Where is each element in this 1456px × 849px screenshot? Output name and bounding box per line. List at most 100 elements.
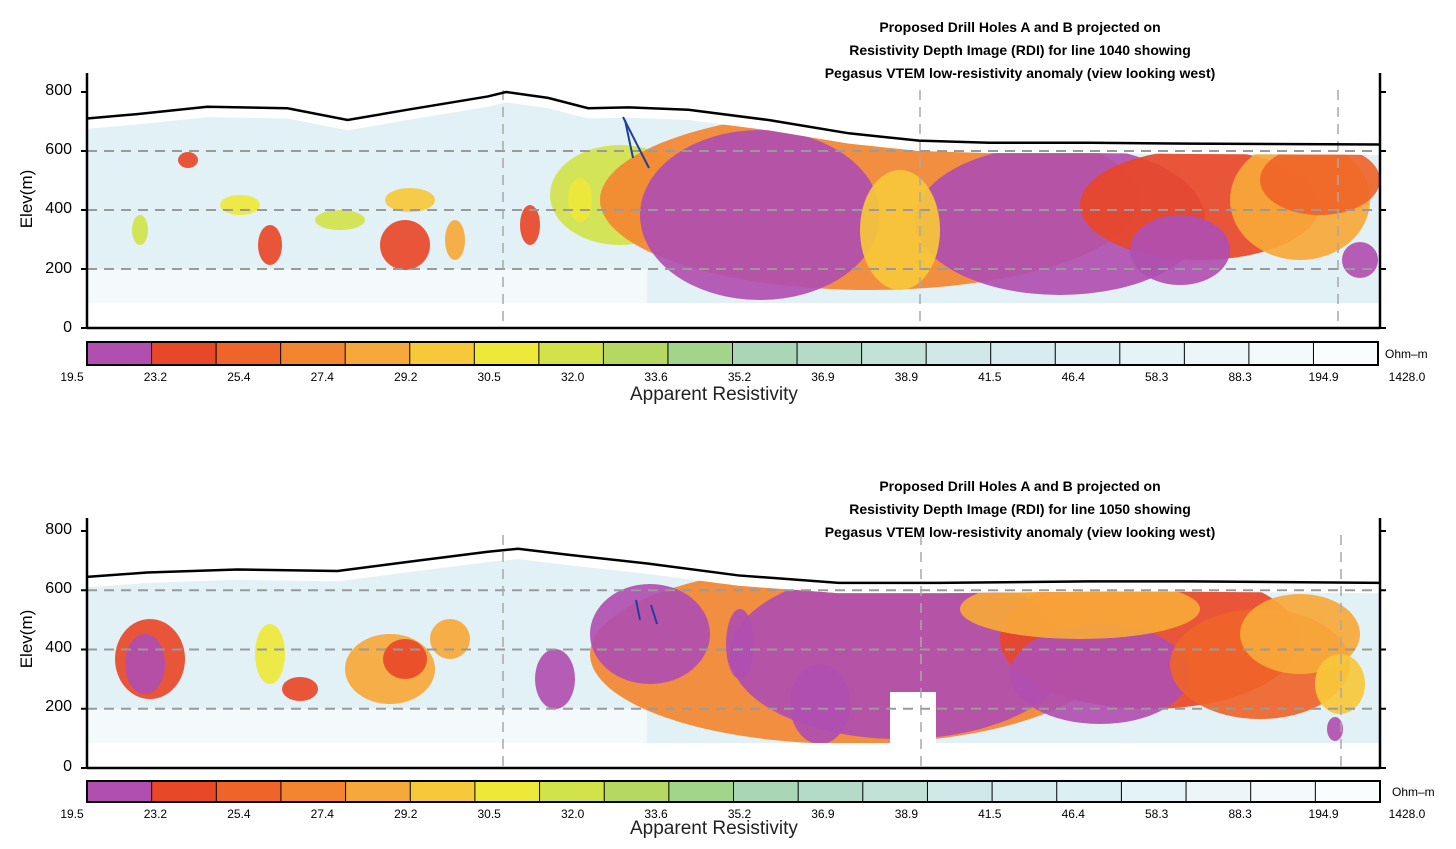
- resistivity-anomaly-3: [640, 130, 880, 300]
- colorbar-unit: Ohm–m: [1392, 785, 1435, 799]
- colorbar-tick-label: 25.4: [227, 807, 251, 821]
- colorbar-tick-label: 35.2: [727, 370, 752, 384]
- resistivity-anomaly-7: [1240, 594, 1360, 674]
- resistivity-anomaly-14: [383, 639, 427, 679]
- colorbar-tick-label: 29.2: [394, 807, 418, 821]
- colorbar-swatch-18: [1184, 342, 1250, 365]
- colorbar-tick-label: 194.9: [1308, 370, 1339, 384]
- colorbar-tick-label: 1428.0: [1388, 370, 1426, 384]
- colorbar-tick-label: 25.4: [227, 370, 251, 384]
- colorbar-unit: Ohm–m: [1385, 347, 1428, 361]
- drill-hole-a: [622, 116, 650, 169]
- y-tick-800: 800: [45, 82, 72, 99]
- y-tick-200: 200: [45, 260, 72, 277]
- y-tick-600: 600: [45, 141, 72, 158]
- resistivity-anomaly-8: [1315, 654, 1365, 714]
- colorbar-tick-label: 29.2: [394, 370, 418, 384]
- resistivity-anomaly-9: [960, 579, 1200, 639]
- resistivity-anomaly-13: [385, 188, 435, 212]
- resistivity-anomaly-15: [535, 649, 575, 709]
- colorbar-swatch-7: [474, 781, 541, 802]
- resistivity-anomaly-5: [860, 170, 940, 290]
- colorbar-swatch-5: [345, 781, 411, 802]
- section-shallow-lowsignal: [87, 708, 647, 743]
- colorbar-swatch-11: [732, 342, 798, 365]
- colorbar-tick-label: 38.9: [894, 807, 919, 821]
- topography-line: [86, 547, 1381, 585]
- title-line-1: Proposed Drill Holes A and B projected o…: [879, 478, 1161, 494]
- colorbar-swatch-10: [668, 781, 734, 802]
- colorbar-swatch-2: [151, 342, 217, 365]
- resistivity-anomaly-20: [430, 619, 470, 659]
- colorbar-tick-label: 41.5: [978, 807, 1002, 821]
- colorbar-swatch-3: [216, 781, 282, 802]
- resistivity-anomaly-9: [1342, 242, 1378, 278]
- drill-hole-b: [624, 119, 634, 159]
- colorbar-swatch-8: [538, 342, 604, 365]
- colorbar-title: Apparent Resistivity: [630, 818, 798, 839]
- resistivity-anomaly-8: [1260, 145, 1380, 215]
- resistivity-anomaly-16: [726, 609, 754, 679]
- colorbar-swatch-4: [280, 342, 346, 365]
- resistivity-anomaly-19: [315, 210, 365, 230]
- title-line-3: Pegasus VTEM low-resistivity anomaly (vi…: [824, 65, 1216, 81]
- colorbar-tick-label: 27.4: [310, 370, 334, 384]
- colorbar-swatch-16: [1055, 342, 1121, 365]
- title-line-1: Proposed Drill Holes A and B projected o…: [879, 19, 1161, 35]
- y-tick-600: 600: [45, 580, 72, 597]
- colorbar-swatch-7: [474, 342, 540, 365]
- plot-svg: [81, 518, 1386, 803]
- colorbar-swatch-14: [927, 781, 993, 802]
- colorbar-tick-label: 32.0: [560, 807, 585, 821]
- colorbar-swatch-18: [1186, 781, 1252, 802]
- drill-hole-b: [650, 604, 658, 625]
- colorbar-tick-label: 88.3: [1228, 807, 1252, 821]
- colorbar-swatch-1: [87, 342, 153, 365]
- resistivity-section: [87, 102, 1380, 303]
- colorbar-swatch-6: [409, 342, 475, 365]
- resistivity-anomaly-14: [220, 195, 260, 215]
- colorbar-tick-label: 58.3: [1145, 370, 1169, 384]
- colorbar-tick-label: 41.5: [978, 370, 1002, 384]
- colorbar-frame: [86, 341, 1379, 366]
- colorbar-tick-label: 27.4: [310, 807, 334, 821]
- colorbar-tick-label: 36.9: [811, 807, 835, 821]
- title-line-2: Resistivity Depth Image (RDI) for line 1…: [849, 501, 1191, 517]
- resistivity-anomaly-11: [258, 225, 282, 265]
- y-tick-400: 400: [45, 639, 72, 656]
- colorbar-swatch-11: [733, 781, 799, 802]
- colorbar-swatch-17: [1119, 342, 1185, 365]
- colorbar-swatch-13: [862, 781, 928, 802]
- colorbar-swatch-5: [345, 342, 411, 365]
- y-axis-label: Elev(m): [17, 169, 36, 229]
- colorbar-tick-label: 38.9: [894, 370, 919, 384]
- colorbar-swatch-10: [667, 342, 733, 365]
- colorbar-swatch-2: [151, 781, 217, 802]
- topography-line: [86, 90, 1381, 146]
- colorbar-tick-label: 35.2: [727, 807, 752, 821]
- section-shallow-lowsignal: [87, 269, 647, 303]
- colorbar-swatch-15: [992, 781, 1058, 802]
- y-tick-0: 0: [63, 319, 72, 336]
- resistivity-anomaly-12: [282, 677, 318, 701]
- title-line-2: Resistivity Depth Image (RDI) for line 1…: [849, 42, 1191, 58]
- colorbar-tick-label: 30.5: [477, 370, 501, 384]
- colorbar-swatch-4: [280, 781, 347, 802]
- colorbar-tick-label: 194.9: [1308, 807, 1339, 821]
- colorbar-swatch-9: [603, 342, 669, 365]
- plot-svg: [81, 73, 1386, 366]
- colorbar-swatch-8: [539, 781, 605, 802]
- colorbar-swatch-19: [1248, 342, 1314, 365]
- y-tick-400: 400: [45, 200, 72, 217]
- colorbar-swatch-19: [1250, 781, 1316, 802]
- colorbar-tick-label: 88.3: [1228, 370, 1252, 384]
- data-gap: [890, 692, 936, 768]
- colorbar-tick-label: 46.4: [1061, 370, 1085, 384]
- drill-hole-a: [635, 599, 641, 621]
- rdi-panel-line-1040: Proposed Drill Holes A and B projected o…: [0, 0, 1456, 424]
- colorbar-swatch-3: [216, 342, 282, 365]
- colorbar-swatch-12: [797, 342, 863, 365]
- colorbar-swatch-16: [1056, 781, 1122, 802]
- resistivity-anomaly-20: [568, 178, 592, 222]
- resistivity-anomaly-3: [590, 584, 710, 684]
